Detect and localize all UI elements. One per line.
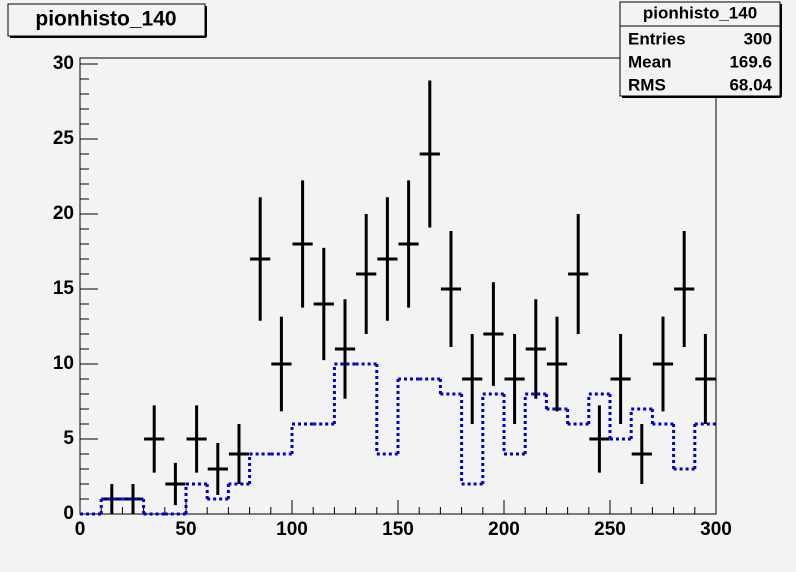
stats-label: Entries <box>628 29 686 48</box>
chart-title: pionhisto_140 <box>35 8 176 31</box>
stats-value: 300 <box>744 29 772 48</box>
x-tick-label: 150 <box>382 519 414 540</box>
stats-label: Mean <box>628 52 671 71</box>
stats-label: RMS <box>628 75 666 94</box>
x-tick-label: 50 <box>175 519 196 540</box>
x-tick-label: 250 <box>594 519 626 540</box>
y-tick-label: 15 <box>53 278 75 299</box>
y-tick-label: 0 <box>63 503 74 524</box>
y-tick-label: 20 <box>53 203 74 224</box>
x-tick-label: 0 <box>75 519 86 540</box>
y-tick-label: 10 <box>53 353 74 374</box>
title-box <box>7 3 206 37</box>
x-tick-label: 100 <box>276 519 308 540</box>
x-tick-label: 200 <box>488 519 520 540</box>
y-tick-label: 30 <box>53 53 74 74</box>
y-tick-label: 5 <box>63 428 74 449</box>
stats-box <box>619 1 781 97</box>
stats-title: pionhisto_140 <box>643 3 757 22</box>
stats-value: 169.6 <box>729 52 772 71</box>
stats-value: 68.04 <box>729 75 772 94</box>
y-tick-label: 25 <box>53 128 75 149</box>
x-tick-label: 300 <box>700 519 732 540</box>
